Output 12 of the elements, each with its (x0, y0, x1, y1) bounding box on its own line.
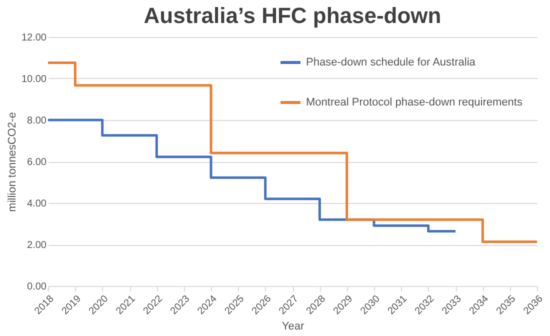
y-tick-label: 4.00 (27, 198, 47, 210)
chart-title: Australia’s HFC phase-down (144, 3, 442, 28)
y-tick-label: 2.00 (27, 240, 47, 251)
legend-label: Phase-down schedule for Australia (306, 56, 476, 68)
y-tick-label: 6.00 (27, 157, 47, 168)
y-axis-title: million tonnesCO2-e (6, 112, 18, 212)
y-tick-label: 8.00 (27, 116, 47, 126)
legend-label: Montreal Protocol phase-down requirements (306, 96, 523, 108)
y-tick-label: 0.00 (27, 282, 47, 292)
y-tick-label: 12.00 (21, 32, 47, 44)
y-tick-label: 10.00 (21, 74, 47, 85)
x-axis-title: Year (282, 320, 304, 332)
